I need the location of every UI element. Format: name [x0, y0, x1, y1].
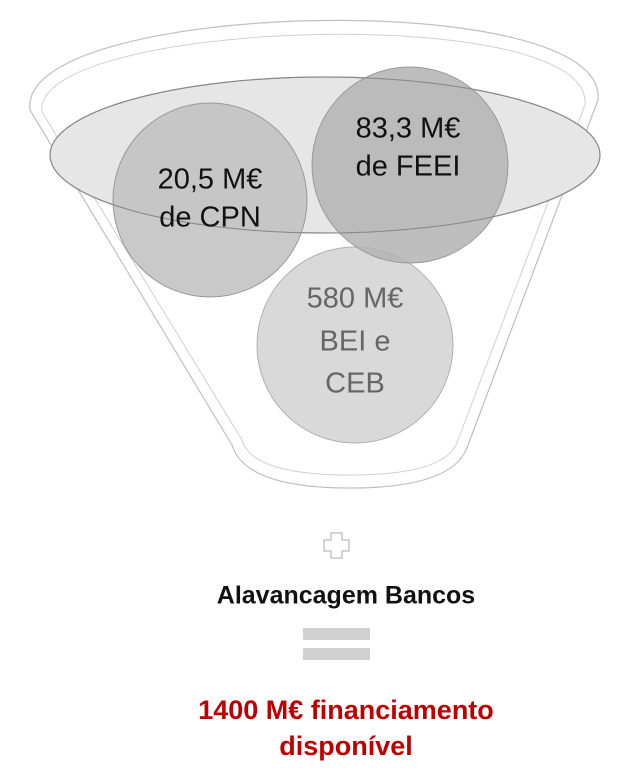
- node-text: BEI e: [320, 326, 391, 358]
- circle-bei: [256, 246, 454, 444]
- result-text: 1400 M€ financiamento: [198, 695, 494, 725]
- node-text: de CPN: [159, 202, 261, 234]
- node-text: CEB: [325, 368, 385, 400]
- circle-cpn: [112, 102, 308, 298]
- circle-feei: [311, 66, 509, 264]
- equals-bar: [303, 628, 370, 640]
- node-text: 20,5 M€: [158, 164, 263, 196]
- plus-icon: [323, 532, 350, 559]
- funnel-mouth-edge: [49, 76, 601, 234]
- result-text: disponível: [279, 731, 413, 761]
- node-text: de FEEI: [356, 151, 461, 183]
- equals-bar: [303, 648, 370, 660]
- node-text: 580 M€: [307, 283, 404, 315]
- funnel-inner: [41, 33, 586, 476]
- operator-label: Alavancagem Bancos: [217, 582, 475, 610]
- node-text: 83,3 M€: [356, 113, 461, 145]
